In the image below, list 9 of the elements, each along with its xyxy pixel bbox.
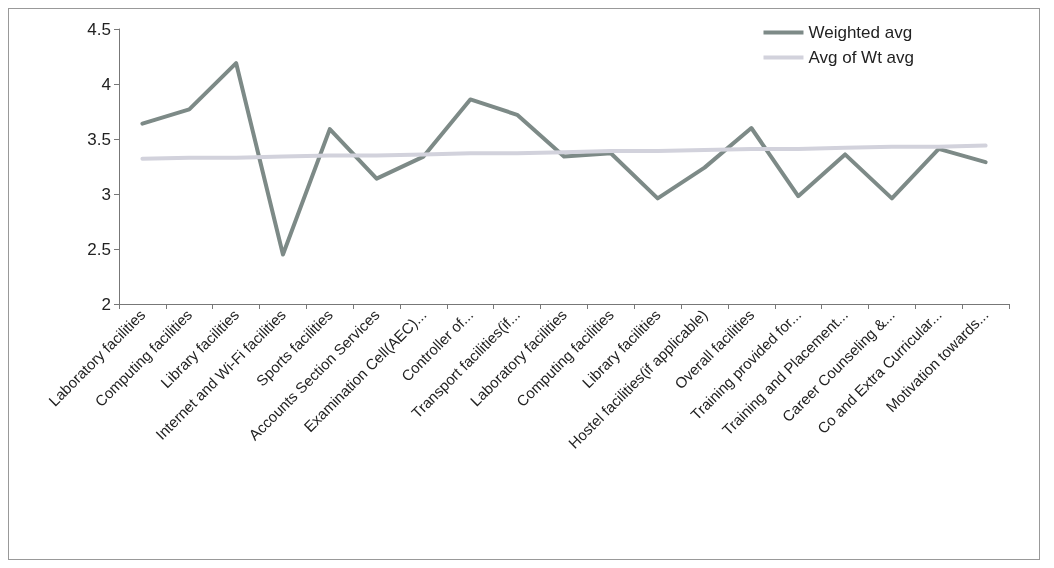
legend-label: Avg of Wt avg <box>808 48 914 67</box>
legend-label: Weighted avg <box>808 23 913 42</box>
line-series <box>140 143 988 161</box>
y-tick-label: 2 <box>101 294 111 314</box>
y-tick-label: 4 <box>101 74 111 94</box>
y-tick-label: 3.5 <box>87 129 111 149</box>
y-tick-label: 2.5 <box>87 239 111 259</box>
y-tick-label: 3 <box>101 184 111 204</box>
y-tick-label: 4.5 <box>87 19 111 39</box>
